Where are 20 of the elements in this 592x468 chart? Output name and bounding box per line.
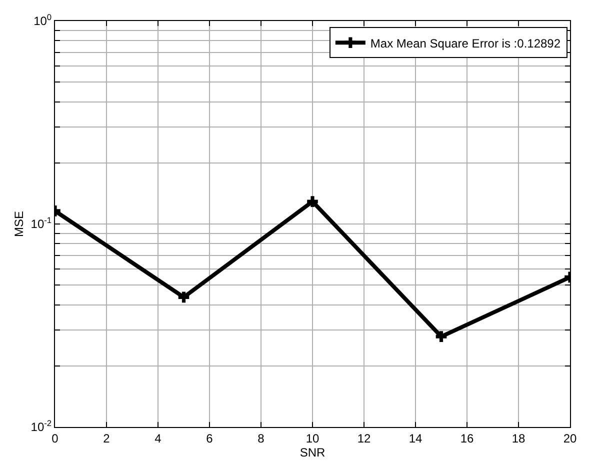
x-tick-label: 14 [408,431,422,446]
x-tick-label: 10 [306,431,320,446]
x-tick-label: 4 [154,431,162,446]
x-axis-title: SNR [300,445,326,460]
x-tick-label: 12 [357,431,371,446]
x-tick-label: 16 [460,431,474,446]
y-tick-label: 10$^{0}$ [34,12,52,28]
point [436,331,447,342]
y-tick-label: 10$^{-2}$ [30,418,52,434]
y-axis-title: MSE [12,210,26,238]
y-tick-label: 10$^{-1}$ [30,215,52,232]
x-tick-label: 18 [512,431,526,446]
point [307,196,318,207]
x-tick-label: 8 [258,431,265,446]
x-tick-label: 0 [52,431,59,446]
x-tick-label: 20 [563,431,577,446]
x-tick-label: 6 [206,431,214,446]
point [178,292,190,303]
x-tick-label: 2 [103,431,110,446]
legend-label: Max Mean Square Error is :0.12892 [370,36,561,50]
